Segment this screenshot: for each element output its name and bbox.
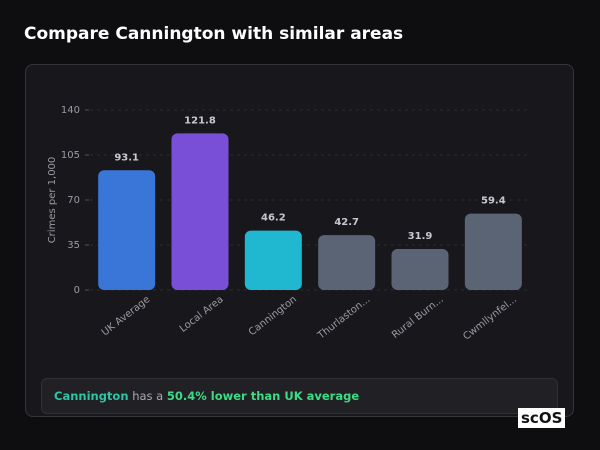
x-tick-label: Local Area (178, 294, 226, 335)
y-tick-label: 105 (61, 150, 80, 161)
y-tick-label: 0 (74, 285, 80, 296)
value-label: 121.8 (184, 115, 216, 126)
y-tick-label: 140 (61, 105, 80, 116)
value-label: 93.1 (114, 152, 139, 163)
y-tick-label: 35 (67, 240, 80, 251)
bar (171, 133, 229, 290)
logo: scOS (518, 408, 566, 428)
value-label: 46.2 (261, 213, 286, 224)
y-axis-label: Crimes per 1,000 (47, 157, 58, 244)
bar (98, 170, 156, 290)
bar (318, 235, 376, 290)
y-tick-label: 70 (67, 195, 80, 206)
bar (391, 248, 449, 290)
x-tick-label: Cannington (247, 294, 299, 338)
value-label: 42.7 (334, 217, 359, 228)
summary: Cannington has a 50.4% lower than UK ave… (41, 378, 558, 414)
summary-text: has a (132, 389, 164, 403)
value-label: 31.9 (408, 231, 433, 242)
x-tick-label: UK Average (100, 294, 153, 338)
bar (244, 230, 302, 290)
x-tick-label: Cwmllynfel... (461, 294, 519, 343)
summary-highlight: 50.4% lower than UK average (166, 389, 360, 403)
page-title: Compare Cannington with similar areas (24, 24, 404, 44)
bar (464, 213, 522, 290)
area-name: Cannington (54, 389, 129, 403)
value-label: 59.4 (481, 196, 506, 207)
x-tick-label: Rural Burn... (390, 294, 446, 341)
x-tick-label: Thurlaston... (315, 294, 372, 342)
